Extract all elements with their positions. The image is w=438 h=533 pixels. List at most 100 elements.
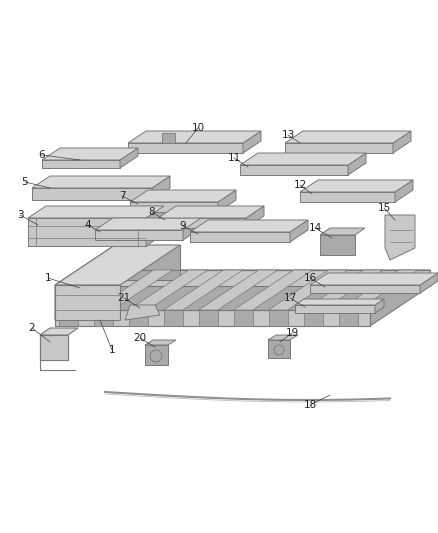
Polygon shape <box>268 335 298 340</box>
Text: 2: 2 <box>28 323 35 333</box>
Polygon shape <box>55 285 120 320</box>
Polygon shape <box>146 206 164 246</box>
Polygon shape <box>240 153 366 165</box>
Text: 13: 13 <box>281 130 295 140</box>
Text: 21: 21 <box>117 293 131 303</box>
Polygon shape <box>300 192 395 202</box>
Polygon shape <box>59 270 138 310</box>
Polygon shape <box>163 310 183 326</box>
Text: 1: 1 <box>109 345 115 355</box>
Polygon shape <box>152 176 170 200</box>
Polygon shape <box>320 235 355 255</box>
Polygon shape <box>158 206 264 218</box>
Polygon shape <box>163 270 243 310</box>
Polygon shape <box>59 310 78 326</box>
Text: 9: 9 <box>180 221 186 231</box>
Polygon shape <box>233 270 313 310</box>
Polygon shape <box>32 188 152 200</box>
Text: 3: 3 <box>17 210 23 220</box>
Polygon shape <box>95 230 183 240</box>
Text: 16: 16 <box>304 273 317 283</box>
Polygon shape <box>55 270 430 310</box>
Text: 18: 18 <box>304 400 317 410</box>
Text: 14: 14 <box>308 223 321 233</box>
Polygon shape <box>300 180 413 192</box>
Polygon shape <box>240 165 348 175</box>
Polygon shape <box>198 270 278 310</box>
Polygon shape <box>128 270 208 310</box>
Polygon shape <box>55 286 430 326</box>
Polygon shape <box>246 206 264 228</box>
Polygon shape <box>385 215 415 260</box>
Polygon shape <box>285 131 411 143</box>
Polygon shape <box>28 206 164 218</box>
Polygon shape <box>93 270 173 310</box>
Polygon shape <box>393 131 411 153</box>
Polygon shape <box>295 299 384 305</box>
Polygon shape <box>190 232 290 242</box>
Text: 12: 12 <box>293 180 307 190</box>
Text: 10: 10 <box>191 123 205 133</box>
Polygon shape <box>115 245 180 280</box>
Polygon shape <box>125 305 160 320</box>
Text: 17: 17 <box>283 293 297 303</box>
Polygon shape <box>304 270 383 310</box>
Polygon shape <box>339 270 418 310</box>
Text: 15: 15 <box>378 203 391 213</box>
Polygon shape <box>243 131 261 153</box>
Circle shape <box>150 350 162 362</box>
Polygon shape <box>42 160 120 168</box>
Polygon shape <box>420 273 438 293</box>
Polygon shape <box>290 220 308 242</box>
Polygon shape <box>348 153 366 175</box>
Polygon shape <box>310 285 420 293</box>
Polygon shape <box>130 202 218 212</box>
Polygon shape <box>233 310 253 326</box>
Polygon shape <box>130 190 236 202</box>
Polygon shape <box>268 310 288 326</box>
Polygon shape <box>55 310 370 326</box>
Text: 7: 7 <box>119 191 125 201</box>
Polygon shape <box>198 310 218 326</box>
Text: 8: 8 <box>148 207 155 217</box>
Polygon shape <box>145 345 168 365</box>
Polygon shape <box>95 218 201 230</box>
Polygon shape <box>158 218 246 228</box>
Polygon shape <box>32 176 170 188</box>
Polygon shape <box>320 228 365 235</box>
Polygon shape <box>162 133 175 143</box>
Polygon shape <box>40 335 68 360</box>
Polygon shape <box>120 148 138 168</box>
Polygon shape <box>218 190 236 212</box>
Polygon shape <box>375 299 384 313</box>
Polygon shape <box>40 328 78 335</box>
Text: 11: 11 <box>227 153 240 163</box>
Circle shape <box>274 345 284 355</box>
Text: 5: 5 <box>22 177 28 187</box>
Text: 4: 4 <box>85 220 91 230</box>
Polygon shape <box>190 220 308 232</box>
Polygon shape <box>93 310 113 326</box>
Polygon shape <box>268 340 290 358</box>
Polygon shape <box>28 218 146 246</box>
Polygon shape <box>55 245 115 320</box>
Polygon shape <box>310 273 438 285</box>
Polygon shape <box>304 310 323 326</box>
Polygon shape <box>395 180 413 202</box>
Polygon shape <box>295 305 375 313</box>
Polygon shape <box>128 310 148 326</box>
Polygon shape <box>285 143 393 153</box>
Polygon shape <box>145 340 176 345</box>
Text: 20: 20 <box>134 333 147 343</box>
Polygon shape <box>268 270 348 310</box>
Text: 1: 1 <box>45 273 51 283</box>
Polygon shape <box>55 245 180 285</box>
Polygon shape <box>339 310 358 326</box>
Polygon shape <box>115 270 430 286</box>
Polygon shape <box>183 218 201 240</box>
Text: 6: 6 <box>39 150 45 160</box>
Polygon shape <box>42 148 138 160</box>
Polygon shape <box>128 131 261 143</box>
Text: 19: 19 <box>286 328 299 338</box>
Polygon shape <box>128 143 243 153</box>
